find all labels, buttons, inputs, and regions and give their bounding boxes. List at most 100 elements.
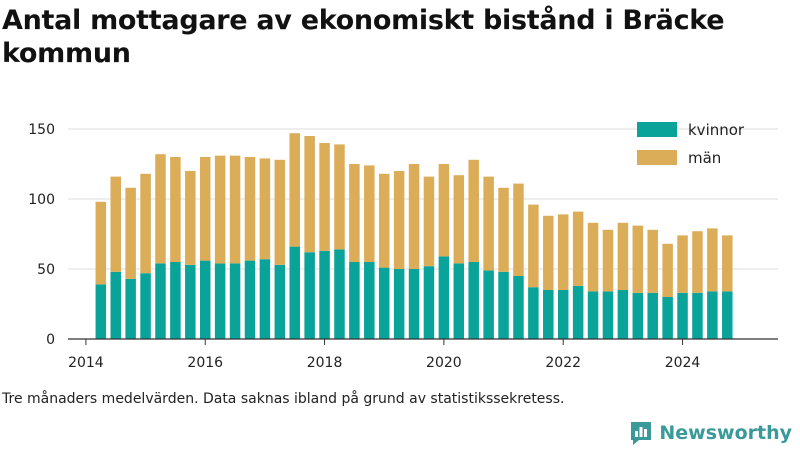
x-tick-label: 2022 [545, 355, 581, 371]
bar-kvinnor [214, 263, 226, 339]
bar-man [423, 176, 435, 267]
bar-kvinnor [617, 290, 629, 339]
bar-kvinnor [125, 278, 136, 339]
x-tick-label: 2014 [68, 355, 104, 371]
bar-man [334, 144, 345, 250]
bar-kvinnor [468, 262, 479, 339]
bar-kvinnor [199, 260, 211, 339]
bar-kvinnor [110, 271, 121, 339]
bar-kvinnor [707, 291, 718, 339]
bar-man [95, 201, 107, 285]
chart-caption: Tre månaders medelvärden. Data saknas ib… [2, 391, 565, 407]
bar-man [572, 211, 584, 286]
y-tick-label: 150 [28, 122, 55, 138]
bar-man [378, 173, 390, 268]
bar-kvinnor [662, 297, 673, 339]
bar-kvinnor [557, 290, 569, 339]
bar-kvinnor [304, 252, 315, 339]
bar-kvinnor [483, 270, 494, 339]
bar-kvinnor [438, 256, 450, 339]
bar-man [468, 159, 479, 262]
bar-man [543, 215, 554, 290]
bar-kvinnor [572, 285, 584, 339]
bar-man [229, 155, 241, 264]
bar-man [364, 165, 375, 262]
bar-kvinnor [393, 269, 405, 339]
bar-kvinnor [587, 291, 599, 339]
bar-kvinnor [170, 262, 181, 339]
stacked-bar-chart: 0 50 100 150 2014 2016 2018 2020 2022 2024 kvinno… [28, 121, 778, 371]
bar-kvinnor [722, 291, 733, 339]
bar-man [557, 214, 569, 290]
bar-man [289, 133, 300, 247]
bar-man [722, 235, 733, 292]
bar-man [185, 171, 196, 265]
bar-man [647, 229, 658, 293]
x-tick-label: 2024 [665, 355, 701, 371]
bar-kvinnor [95, 284, 107, 339]
bar-kvinnor [259, 259, 271, 339]
bar-kvinnor [229, 263, 241, 339]
y-tick-label: 100 [28, 192, 55, 208]
bar-man [259, 158, 271, 260]
legend-label-man: män [688, 149, 721, 167]
legend-label-kvinnor: kvinnor [688, 121, 745, 139]
bar-man [632, 225, 644, 293]
x-tick-label: 2018 [307, 355, 343, 371]
y-tick-label: 0 [46, 332, 55, 348]
bar-man [304, 136, 315, 253]
bar-kvinnor [349, 262, 360, 339]
legend-swatch-man [637, 150, 677, 165]
bar-kvinnor [498, 271, 509, 339]
bars [95, 133, 733, 339]
bar-kvinnor [632, 292, 644, 339]
bar-man [319, 143, 330, 251]
bar-man [393, 171, 405, 269]
bar-kvinnor [378, 267, 390, 339]
bar-man [707, 228, 718, 292]
bar-kvinnor [602, 291, 614, 339]
bar-kvinnor [677, 292, 688, 339]
bar-man [140, 173, 151, 274]
brand-logo[interactable]: Newsworthy [629, 420, 792, 446]
bar-man [692, 231, 703, 293]
bar-man [199, 157, 211, 261]
bar-man [244, 157, 256, 261]
legend-swatch-kvinnor [637, 122, 677, 137]
bar-kvinnor [185, 264, 196, 339]
bar-man [587, 222, 599, 292]
bar-man [214, 155, 226, 264]
axes: 0 50 100 150 2014 2016 2018 2020 2022 2024 [28, 122, 778, 371]
chart-title: Antal mottagare av ekonomiskt bistånd i … [2, 5, 725, 69]
bar-man [125, 187, 136, 279]
bar-kvinnor [244, 260, 256, 339]
bar-kvinnor [408, 269, 420, 339]
bar-man [662, 243, 673, 297]
bar-man [483, 176, 494, 271]
bar-man [677, 235, 688, 293]
bar-kvinnor [453, 263, 465, 339]
bar-kvinnor [140, 273, 151, 339]
bar-man [349, 164, 360, 262]
bar-man [513, 183, 524, 276]
bar-kvinnor [155, 263, 166, 339]
bar-chart-logo-icon [631, 422, 652, 445]
brand-name: Newsworthy [659, 422, 792, 444]
bar-man [498, 187, 509, 272]
bar-man [170, 157, 181, 262]
bar-kvinnor [647, 292, 658, 339]
bar-kvinnor [692, 292, 703, 339]
bar-man [453, 175, 465, 264]
bar-kvinnor [543, 290, 554, 339]
bar-man [617, 222, 629, 290]
legend: kvinnor män [637, 121, 745, 167]
bar-man [438, 164, 450, 257]
bar-man [155, 154, 166, 264]
bar-kvinnor [319, 250, 330, 339]
x-tick-label: 2020 [426, 355, 462, 371]
bar-kvinnor [274, 264, 286, 339]
bar-kvinnor [423, 266, 435, 339]
bar-man [602, 229, 614, 292]
bar-kvinnor [364, 262, 375, 339]
bar-kvinnor [334, 249, 345, 339]
